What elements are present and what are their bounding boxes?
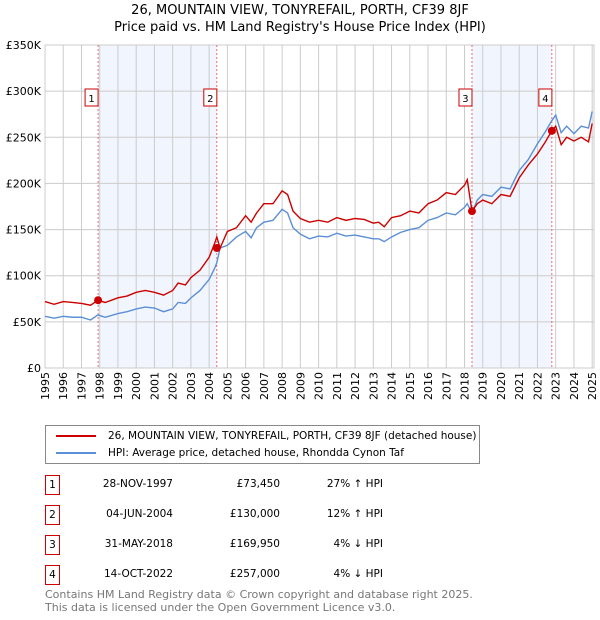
sale-point [94, 296, 103, 305]
x-tick-label: 2005 [221, 372, 234, 400]
x-tick-label: 2009 [294, 372, 307, 400]
x-tick-label: 2001 [148, 372, 161, 400]
x-tick-label: 2003 [185, 372, 198, 400]
sale-label: 3 [462, 94, 468, 105]
legend-swatch-blue [56, 452, 96, 454]
sale-number: 2 [45, 505, 60, 525]
x-tick-label: 2000 [130, 372, 143, 400]
sale-number: 1 [45, 475, 60, 495]
x-tick-label: 1995 [39, 372, 52, 400]
sale-date: 31-MAY-2018 [104, 538, 173, 550]
sale-price: £130,000 [229, 508, 280, 520]
sale-label: 4 [542, 94, 548, 105]
x-tick-label: 2016 [422, 372, 435, 400]
x-tick-label: 2021 [513, 372, 526, 400]
sale-hpi-diff: 4% ↓ HPI [333, 568, 383, 580]
x-tick-label: 2011 [331, 372, 344, 400]
x-tick-label: 1996 [57, 372, 70, 400]
x-tick-label: 1999 [112, 372, 125, 400]
sale-date: 28-NOV-1997 [102, 478, 173, 490]
x-tick-label: 2023 [550, 372, 563, 400]
series-line-property [44, 123, 593, 306]
legend-label: HPI: Average price, detached house, Rhon… [108, 447, 404, 459]
x-tick-label: 2025 [586, 372, 599, 400]
x-tick-label: 2007 [258, 372, 271, 400]
sale-point [547, 126, 556, 135]
sale-price: £73,450 [236, 478, 280, 490]
sale-label-box [538, 88, 553, 107]
x-tick-label: 2022 [531, 372, 544, 400]
x-tick-label: 2004 [203, 372, 216, 400]
sale-label: 2 [207, 94, 213, 105]
x-tick-label: 2010 [313, 372, 326, 400]
chart-title: 26, MOUNTAIN VIEW, TONYREFAIL, PORTH, CF… [131, 3, 469, 18]
sale-point [212, 244, 221, 253]
footer: Contains HM Land Registry data © Crown c… [45, 588, 473, 614]
x-tick-label: 2020 [495, 372, 508, 400]
sale-row: 3 31-MAY-2018 £169,950 4% ↓ HPI [45, 535, 465, 555]
y-tick-label: £100K [6, 270, 42, 283]
sale-hpi-diff: 27% ↑ HPI [326, 478, 383, 490]
x-tick-label: 2017 [440, 372, 453, 400]
sale-row: 2 04-JUN-2004 £130,000 12% ↑ HPI [45, 505, 465, 525]
x-tick-label: 2008 [276, 372, 289, 400]
series-line-hpi [44, 111, 593, 321]
y-tick-label: £350K [6, 39, 42, 52]
x-tick-label: 2006 [240, 372, 253, 400]
y-tick-label: £250K [6, 131, 42, 144]
x-tick-label: 2002 [167, 372, 180, 400]
x-tick-label: 2015 [404, 372, 417, 400]
y-tick-label: £0 [27, 362, 41, 375]
price-chart: 1995 1996 1997 1998 1999 2000 2001 2002 2003 2004… [6, 39, 599, 400]
sale-label-box [84, 88, 99, 107]
x-tick-label: 2024 [568, 372, 581, 400]
y-tick-label: £300K [6, 85, 42, 98]
sale-price: £257,000 [229, 568, 280, 580]
x-tick-label: 1998 [94, 372, 107, 400]
sale-date: 14-OCT-2022 [104, 568, 173, 580]
x-tick-label: 1997 [75, 372, 88, 400]
sale-point [467, 207, 476, 216]
sale-row: 4 14-OCT-2022 £257,000 4% ↓ HPI [45, 565, 465, 585]
y-tick-label: £50K [13, 316, 42, 329]
sale-row: 1 28-NOV-1997 £73,450 27% ↑ HPI [45, 475, 465, 495]
sale-date: 04-JUN-2004 [106, 508, 173, 520]
sale-hpi-diff: 12% ↑ HPI [326, 508, 383, 520]
y-tick-label: £200K [6, 177, 42, 190]
x-tick-label: 2019 [477, 372, 490, 400]
sale-label-box [458, 88, 473, 107]
sale-price: £169,950 [229, 538, 280, 550]
sale-number: 4 [45, 565, 60, 585]
x-tick-label: 2012 [349, 372, 362, 400]
footer-line1: Contains HM Land Registry data © Crown c… [45, 588, 473, 601]
sale-hpi-diff: 4% ↓ HPI [333, 538, 383, 550]
legend: 26, MOUNTAIN VIEW, TONYREFAIL, PORTH, CF… [45, 425, 480, 464]
footer-line2: This data is licensed under the Open Gov… [45, 601, 396, 614]
legend-item-property: 26, MOUNTAIN VIEW, TONYREFAIL, PORTH, CF… [56, 430, 476, 442]
sale-label: 1 [88, 94, 94, 105]
shaded-range [98, 45, 217, 368]
sale-number: 3 [45, 535, 60, 555]
legend-label: 26, MOUNTAIN VIEW, TONYREFAIL, PORTH, CF… [108, 430, 477, 442]
legend-swatch-red [56, 435, 96, 437]
x-tick-label: 2014 [386, 372, 399, 400]
legend-item-hpi: HPI: Average price, detached house, Rhon… [56, 447, 404, 459]
x-tick-label: 2013 [367, 372, 380, 400]
plot-border [44, 44, 595, 369]
x-tick-label: 2018 [459, 372, 472, 400]
y-tick-label: £150K [6, 224, 42, 237]
sale-label-box [203, 88, 218, 107]
chart-subtitle: Price paid vs. HM Land Registry's House … [114, 20, 486, 35]
